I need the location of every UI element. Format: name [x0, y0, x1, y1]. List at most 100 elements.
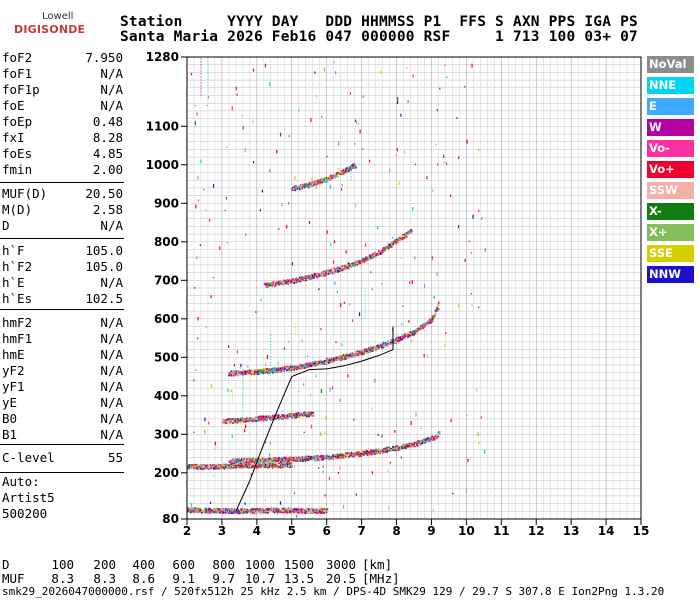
noise-point [259, 209, 261, 212]
noise-point [397, 96, 399, 101]
data-point [437, 309, 439, 312]
data-point [424, 441, 426, 444]
data-point [337, 270, 339, 272]
data-point [247, 509, 250, 511]
data-point [431, 317, 434, 320]
data-point [344, 358, 347, 360]
noise-point [200, 159, 202, 164]
noise-point [329, 387, 331, 392]
data-point [327, 456, 329, 458]
data-point [215, 511, 217, 514]
data-point [274, 509, 277, 512]
data-point [368, 350, 370, 352]
data-point [287, 510, 289, 513]
data-point [325, 511, 328, 514]
data-point [268, 466, 271, 469]
data-point [235, 464, 237, 467]
data-point [197, 468, 200, 470]
data-point [283, 416, 285, 418]
data-point [282, 368, 284, 370]
data-point [407, 442, 410, 445]
data-point [253, 459, 256, 462]
data-point [324, 454, 326, 457]
data-point [271, 283, 274, 285]
data-point [331, 357, 334, 359]
data-point [376, 452, 379, 455]
data-point [330, 268, 333, 270]
data-point [305, 186, 307, 188]
data-point [345, 264, 348, 266]
data-point [363, 259, 365, 261]
data-point [326, 269, 328, 272]
data-point [402, 336, 405, 339]
data-point [401, 335, 403, 338]
data-point [308, 276, 310, 279]
data-point [196, 464, 198, 467]
data-point [375, 450, 377, 453]
data-point [289, 511, 291, 514]
data-point [278, 508, 281, 510]
data-point [282, 459, 285, 461]
data-point [432, 314, 435, 317]
data-point [265, 416, 268, 419]
data-point [296, 187, 299, 190]
noise-point [298, 109, 300, 112]
data-point [261, 507, 264, 510]
data-point [220, 510, 223, 513]
data-point [228, 372, 231, 374]
data-point [391, 243, 393, 245]
data-point [310, 411, 313, 414]
data-point [302, 459, 304, 462]
data-point [290, 464, 292, 467]
data-point [209, 465, 211, 467]
data-point [352, 454, 355, 457]
data-point [263, 417, 266, 420]
data-point [362, 257, 364, 259]
data-point [264, 372, 267, 374]
data-point [280, 415, 283, 417]
data-point [271, 457, 273, 459]
data-point [280, 465, 283, 467]
data-point [258, 373, 261, 375]
data-point [373, 255, 376, 258]
data-point [337, 172, 340, 174]
data-point [382, 346, 385, 349]
noise-point [244, 428, 246, 433]
noise-point [436, 109, 438, 112]
noise-point [458, 156, 460, 159]
data-point [297, 281, 299, 283]
data-point [234, 466, 236, 468]
data-point [237, 421, 239, 424]
data-point [244, 512, 247, 515]
data-point [267, 285, 269, 287]
data-point [356, 354, 358, 356]
data-point [358, 350, 361, 353]
data-point [233, 465, 235, 467]
data-point [285, 280, 287, 283]
noise-point [470, 251, 472, 254]
data-point [272, 372, 274, 374]
data-point [355, 354, 358, 357]
data-point [250, 371, 253, 374]
noise-point [443, 154, 445, 158]
data-point [304, 411, 307, 414]
data-point [344, 265, 346, 267]
data-point [353, 355, 355, 357]
data-point [223, 418, 225, 421]
data-point [316, 362, 318, 364]
noise-point [466, 139, 468, 144]
data-point [308, 459, 310, 461]
noise-point [364, 243, 367, 247]
data-point [266, 418, 268, 420]
data-point [310, 508, 313, 510]
data-point [289, 413, 292, 415]
data-point [192, 464, 194, 466]
data-point [348, 356, 351, 359]
data-point [221, 510, 224, 513]
noise-point [358, 312, 361, 317]
data-point [261, 463, 264, 466]
data-point [388, 342, 391, 344]
data-point [319, 511, 321, 514]
data-point [379, 449, 382, 452]
data-point [276, 371, 278, 374]
